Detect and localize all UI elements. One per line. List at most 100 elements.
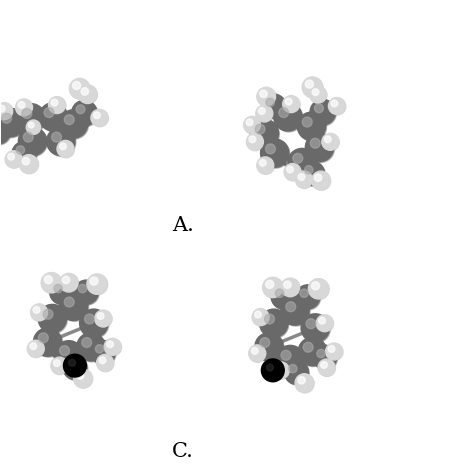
Circle shape	[59, 273, 78, 292]
Circle shape	[317, 349, 325, 358]
Circle shape	[264, 314, 274, 324]
Circle shape	[256, 106, 273, 122]
Circle shape	[47, 128, 76, 156]
Circle shape	[295, 374, 314, 393]
Circle shape	[286, 302, 296, 312]
Circle shape	[284, 281, 291, 288]
Circle shape	[19, 128, 47, 156]
Circle shape	[99, 357, 106, 364]
Circle shape	[303, 77, 323, 98]
Circle shape	[78, 85, 97, 103]
Circle shape	[284, 164, 301, 181]
Circle shape	[273, 362, 289, 379]
Circle shape	[260, 90, 267, 98]
Circle shape	[309, 279, 329, 300]
Circle shape	[104, 338, 121, 356]
Circle shape	[311, 100, 337, 126]
Circle shape	[284, 360, 309, 384]
Circle shape	[310, 138, 320, 148]
Circle shape	[43, 310, 53, 319]
Circle shape	[79, 85, 98, 104]
Circle shape	[76, 372, 84, 379]
Circle shape	[257, 88, 276, 106]
Circle shape	[263, 277, 283, 298]
Circle shape	[95, 345, 104, 353]
Circle shape	[74, 370, 93, 388]
Circle shape	[51, 99, 58, 106]
Circle shape	[261, 139, 289, 167]
Circle shape	[319, 359, 336, 376]
Circle shape	[97, 312, 104, 319]
Circle shape	[97, 355, 114, 371]
Circle shape	[299, 338, 328, 366]
Circle shape	[0, 121, 11, 145]
Circle shape	[93, 112, 100, 118]
Circle shape	[1, 113, 11, 123]
Circle shape	[298, 113, 327, 141]
Circle shape	[317, 315, 334, 332]
Circle shape	[51, 357, 68, 374]
Circle shape	[95, 310, 112, 327]
Circle shape	[314, 346, 337, 370]
Circle shape	[303, 342, 313, 352]
Circle shape	[257, 87, 275, 106]
Circle shape	[59, 292, 88, 320]
Circle shape	[271, 285, 295, 309]
Circle shape	[305, 165, 313, 174]
Circle shape	[283, 96, 300, 113]
Circle shape	[91, 109, 108, 126]
Circle shape	[251, 120, 279, 148]
Circle shape	[309, 279, 328, 299]
Circle shape	[244, 117, 261, 134]
Circle shape	[81, 88, 89, 95]
Circle shape	[64, 354, 86, 377]
Circle shape	[247, 134, 264, 151]
Circle shape	[301, 314, 329, 342]
Circle shape	[13, 143, 37, 166]
Circle shape	[0, 103, 13, 119]
Circle shape	[293, 154, 303, 163]
Circle shape	[77, 333, 105, 361]
Circle shape	[60, 274, 79, 292]
Circle shape	[285, 361, 310, 385]
Circle shape	[95, 310, 112, 328]
Circle shape	[64, 115, 74, 125]
Circle shape	[328, 98, 346, 115]
Circle shape	[295, 374, 314, 392]
Circle shape	[54, 284, 62, 293]
Circle shape	[62, 276, 70, 283]
Circle shape	[5, 151, 22, 168]
Circle shape	[27, 120, 41, 135]
Circle shape	[81, 310, 109, 338]
Circle shape	[16, 100, 33, 117]
Circle shape	[266, 280, 274, 289]
Circle shape	[52, 132, 62, 142]
Circle shape	[33, 307, 40, 313]
Circle shape	[287, 166, 293, 173]
Circle shape	[310, 100, 336, 125]
Circle shape	[266, 364, 273, 371]
Circle shape	[0, 103, 13, 120]
Circle shape	[302, 315, 330, 343]
Circle shape	[324, 136, 331, 143]
Circle shape	[284, 164, 301, 181]
Circle shape	[49, 97, 66, 114]
Circle shape	[282, 298, 310, 326]
Circle shape	[257, 157, 274, 174]
Circle shape	[331, 100, 338, 107]
Circle shape	[301, 162, 325, 186]
Circle shape	[314, 104, 323, 113]
Circle shape	[306, 134, 335, 163]
Circle shape	[305, 133, 334, 162]
Circle shape	[276, 346, 304, 374]
Circle shape	[306, 319, 316, 328]
Circle shape	[244, 117, 261, 133]
Circle shape	[279, 108, 289, 118]
Circle shape	[322, 133, 339, 150]
Circle shape	[246, 119, 253, 126]
Circle shape	[57, 141, 74, 158]
Circle shape	[312, 172, 331, 190]
Circle shape	[12, 142, 36, 165]
Circle shape	[82, 337, 91, 347]
Circle shape	[41, 273, 62, 293]
